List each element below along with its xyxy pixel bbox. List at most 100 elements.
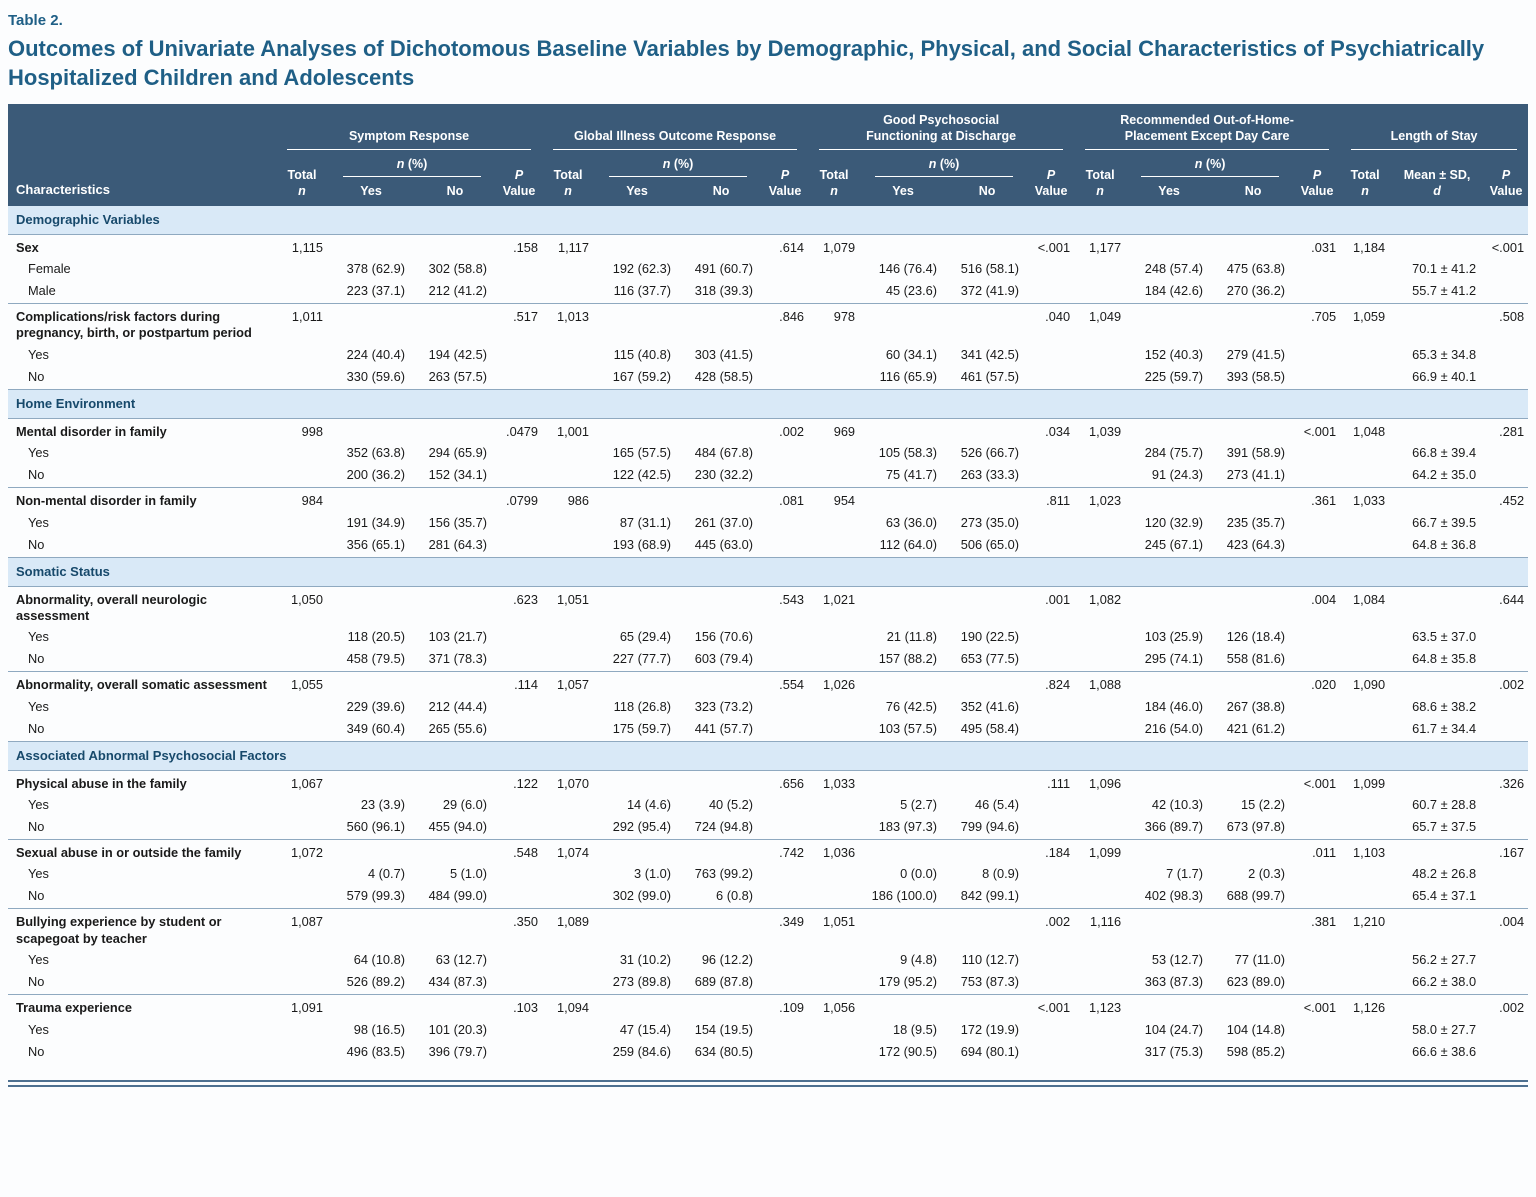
n-pct-cell: 279 (41.5): [1226, 346, 1286, 362]
empty-cell: [594, 585, 681, 628]
n-pct-cell: 212 (41.2): [428, 283, 487, 299]
n-pct-cell: 126 (18.4): [1226, 629, 1286, 645]
column-group-title: Recommended Out-of-Home- Placement Excep…: [1085, 113, 1330, 151]
p-value-cell: .020: [1294, 671, 1341, 697]
empty-cell: [762, 950, 808, 972]
n-pct-cell: 91 (24.3): [1151, 467, 1204, 483]
empty-cell: [860, 417, 947, 444]
total-n-cell: 1,072: [276, 839, 328, 865]
total-n-cell: 1,087: [276, 908, 328, 951]
n-pct-cell: 230 (32.2): [694, 467, 754, 483]
empty-cell: [1212, 908, 1295, 951]
empty-cell: [808, 345, 860, 367]
p-value-cell: .614: [762, 233, 809, 260]
column-group-5: Length of Stay: [1340, 104, 1529, 156]
empty-cell: [276, 817, 328, 840]
empty-cell: [762, 719, 808, 742]
empty-cell: [328, 233, 414, 260]
p-symbol: P: [780, 168, 790, 183]
bottom-double-rule: [8, 1079, 1528, 1087]
n-pct-cell: 445 (63.0): [694, 536, 754, 552]
n-pct-cell: 393 (58.5): [1226, 368, 1286, 384]
empty-cell: [1028, 535, 1074, 558]
n-pct-cell: 118 (20.5): [347, 629, 405, 645]
empty-cell: [762, 972, 808, 995]
sub-row-label: No: [28, 720, 45, 736]
n-pct-cell: 103 (57.5): [878, 720, 938, 736]
total-n-header: Total n: [276, 155, 328, 206]
empty-cell: [1212, 994, 1295, 1020]
total-n-header: Total n: [1340, 155, 1391, 206]
value-word: Value: [1034, 184, 1068, 199]
sub-row-label: No: [28, 819, 45, 835]
variable-row: Bullying experience by student or scapeg…: [8, 908, 1529, 951]
mean-sd-cell: 66.9 ± 40.1: [1412, 368, 1477, 384]
empty-cell: [1074, 627, 1126, 649]
sub-row-label: No: [28, 536, 45, 552]
empty-cell: [1028, 465, 1074, 488]
n-pct-cell: 0 (0.0): [900, 866, 938, 882]
sub-row-label: Yes: [28, 346, 49, 362]
empty-cell: [1484, 719, 1528, 742]
total-n-cell: 1,126: [1340, 994, 1391, 1020]
p-value-header: P Value: [1028, 155, 1075, 206]
empty-cell: [276, 443, 328, 465]
empty-cell: [1484, 281, 1528, 304]
total-n-cell: 984: [276, 487, 328, 513]
empty-cell: [1074, 719, 1126, 742]
mean-sd-cell: 66.7 ± 39.5: [1412, 514, 1477, 530]
n-pct-cell: 270 (36.2): [1226, 283, 1286, 299]
p-value-cell: .184: [1028, 839, 1075, 865]
n-pct-cell: 104 (24.7): [1144, 1021, 1204, 1037]
sub-row: No 349 (60.4) 265 (55.6) 175 (59.7) 441 (57.…: [8, 719, 1528, 742]
total-n-cell: 1,039: [1074, 417, 1127, 444]
empty-cell: [808, 281, 860, 304]
empty-cell: [276, 627, 328, 649]
n-pct-cell: 458 (79.5): [346, 651, 405, 667]
n-pct-cell: 165 (57.5): [612, 445, 672, 461]
empty-cell: [1294, 864, 1340, 886]
empty-cell: [1390, 233, 1485, 260]
empty-cell: [762, 535, 808, 558]
n-pct-cell: 302 (99.0): [612, 888, 672, 904]
n-pct-cell: 598 (85.2): [1226, 1043, 1286, 1059]
empty-cell: [1028, 1042, 1074, 1064]
empty-cell: [1294, 1042, 1340, 1064]
column-group-1: Symptom Response: [276, 104, 543, 156]
sub-row-label: Yes: [28, 698, 49, 714]
p-value-cell: .011: [1294, 839, 1341, 865]
empty-cell: [1074, 1020, 1126, 1042]
empty-cell: [1484, 972, 1528, 995]
n-pct-cell: 103 (25.9): [1144, 629, 1204, 645]
empty-cell: [808, 443, 860, 465]
empty-cell: [276, 465, 328, 488]
n-pct-cell: 461 (57.5): [960, 368, 1020, 384]
mean-sd-header: Mean ± SD, d: [1390, 155, 1485, 206]
n-pct-cell: 303 (41.5): [694, 346, 754, 362]
n-pct-cell: 423 (64.3): [1226, 536, 1286, 552]
p-value-cell: <.001: [1294, 769, 1341, 796]
empty-cell: [542, 535, 594, 558]
n-pct-cell: 47 (15.4): [619, 1021, 672, 1037]
n-pct-cell: 225 (59.7): [1144, 368, 1204, 384]
total-n-cell: 1,050: [276, 585, 328, 628]
empty-cell: [1126, 994, 1213, 1020]
empty-cell: [1074, 649, 1126, 672]
n-pct-cell: 193 (68.9): [612, 536, 672, 552]
empty-cell: [1074, 795, 1126, 817]
n-pct-cell: 273 (41.1): [1226, 467, 1286, 483]
empty-cell: [808, 513, 860, 535]
mean-sd-cell: 66.2 ± 38.0: [1412, 974, 1477, 990]
section-row: Associated Abnormal Psychosocial Factors: [8, 740, 1529, 771]
total-n-cell: 998: [276, 417, 328, 444]
empty-cell: [276, 535, 328, 558]
value-word: Value: [768, 184, 802, 199]
empty-cell: [542, 367, 594, 390]
empty-cell: [1484, 345, 1528, 367]
empty-cell: [946, 233, 1029, 260]
sub-row: Yes 352 (63.8) 294 (65.9) 165 (57.5) 484 (67…: [8, 443, 1528, 465]
empty-cell: [946, 908, 1029, 951]
empty-cell: [542, 795, 594, 817]
empty-cell: [276, 259, 328, 281]
empty-cell: [542, 259, 594, 281]
